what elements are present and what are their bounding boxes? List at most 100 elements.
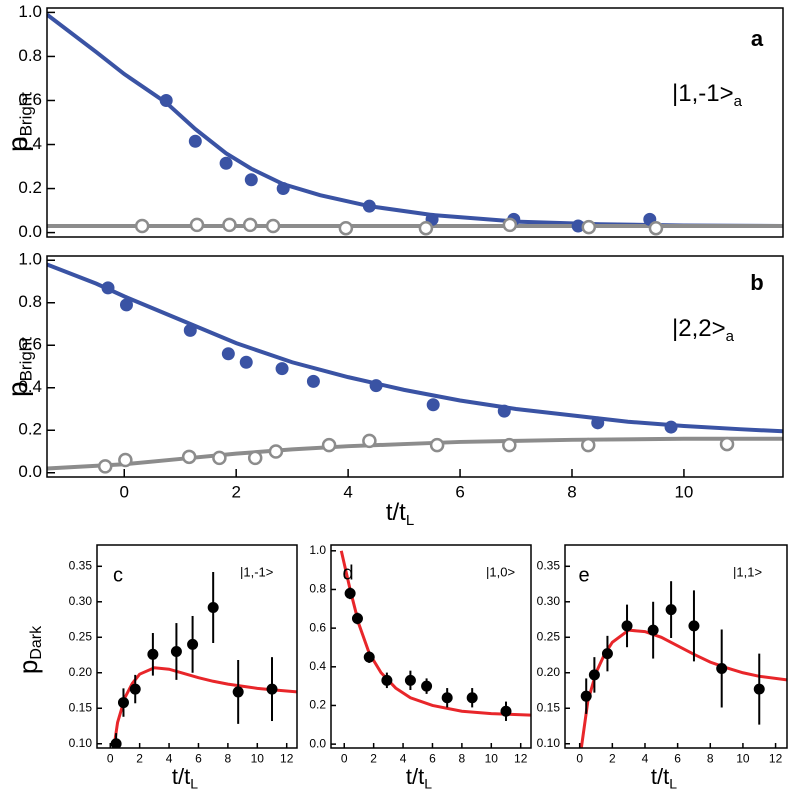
x-tick-label: 0 (107, 752, 114, 766)
y-tick-label: 0.10 (537, 736, 561, 750)
y-tick-label: 0.15 (537, 700, 561, 714)
y-tick-label: 0.8 (18, 46, 42, 65)
x-tick-label: 0 (120, 483, 129, 502)
data-point (242, 217, 258, 233)
data-point (232, 686, 244, 698)
plot-area (47, 13, 783, 236)
x-tick-label: 10 (485, 752, 499, 766)
y-tick-label: 0.20 (69, 665, 93, 679)
fit-line (112, 666, 297, 748)
x-tick-label: 2 (136, 752, 143, 766)
state-label: |1,-1> (240, 564, 273, 579)
y-tick-label: 0.2 (18, 420, 42, 439)
data-point (183, 323, 197, 337)
fit-line (339, 550, 531, 717)
data-point (268, 444, 284, 459)
y-tick-label: 0.0 (18, 462, 42, 481)
data-point (188, 134, 202, 148)
plot-frame (46, 255, 784, 478)
y-axis-label-sub: Bright (17, 337, 36, 382)
data-point (239, 355, 253, 369)
data-point (351, 612, 363, 624)
data-point (502, 437, 517, 453)
data-point (244, 173, 258, 187)
data-point (719, 436, 735, 452)
y-tick-label: 0.25 (537, 629, 561, 643)
data-point (266, 683, 278, 695)
data-point (466, 692, 478, 704)
x-tick-label: 4 (400, 752, 407, 766)
data-point (581, 219, 597, 235)
data-point (363, 651, 375, 663)
panel-letter: d (342, 562, 353, 584)
x-axis-label: t/tL (406, 764, 432, 791)
x-axis-label: t/tL (172, 764, 198, 791)
data-point (621, 620, 633, 632)
y-tick-label: 1.0 (18, 250, 42, 269)
data-point (418, 220, 434, 236)
data-point (429, 437, 445, 453)
data-point (219, 156, 233, 170)
x-axis-label: t/tL (386, 499, 414, 528)
y-axis-label-main: p (2, 381, 33, 397)
y-tick-label: 0.15 (69, 700, 93, 714)
data-point (189, 217, 205, 233)
plot-area (339, 550, 531, 721)
data-point (381, 674, 393, 686)
state-label: |1,-1>a (672, 80, 743, 109)
data-point (187, 638, 199, 650)
data-point (369, 379, 383, 393)
plot-frame (96, 544, 298, 749)
data-point (101, 281, 115, 295)
x-axis-label-sub: L (190, 775, 198, 791)
data-point (665, 604, 677, 616)
x-tick-label: 10 (251, 752, 265, 766)
fit-line (579, 628, 787, 748)
y-axis-label: pBright (2, 92, 36, 152)
data-point (338, 220, 354, 236)
data-point (588, 669, 600, 681)
y-tick-label: 1.0 (18, 2, 42, 21)
data-point (221, 347, 235, 361)
data-point (500, 705, 512, 717)
y-tick-label: 0.2 (18, 178, 42, 197)
y-axis-label-main: p (2, 136, 33, 152)
fit-line (47, 436, 783, 471)
data-point (118, 452, 133, 468)
data-point (222, 217, 237, 233)
x-tick-label: 8 (459, 752, 466, 766)
data-point (159, 93, 173, 107)
plot-area (47, 262, 783, 474)
state-label-sub: a (726, 328, 735, 345)
y-tick-label: 0.35 (69, 558, 93, 572)
x-axis-label-sub: L (424, 775, 432, 791)
plot-frame (46, 7, 784, 238)
state-label: |2,2>a (672, 315, 735, 344)
panel-letter: e (578, 564, 589, 586)
plot-frame (564, 544, 788, 749)
data-point (344, 587, 356, 599)
data-point (147, 648, 159, 660)
y-axis-label-sub: Dark (28, 625, 45, 660)
data-point (265, 218, 281, 234)
data-point (441, 692, 453, 704)
data-point (601, 648, 613, 660)
x-axis-label-sub: L (406, 512, 414, 529)
x-tick-label: 10 (736, 752, 750, 766)
data-point (117, 697, 129, 709)
data-point (212, 450, 227, 466)
state-label: |1,1> (733, 564, 762, 579)
y-axis-label-sub: Bright (17, 92, 36, 137)
plot-area (579, 581, 787, 748)
y-tick-label: 0.8 (309, 582, 326, 596)
data-point (97, 459, 113, 474)
data-point (580, 690, 592, 702)
data-point (753, 683, 765, 695)
data-point (362, 433, 377, 449)
x-tick-label: 8 (225, 752, 232, 766)
x-axis-label-sub: L (669, 775, 677, 791)
data-point (362, 199, 376, 213)
y-tick-label: 0.2 (309, 698, 326, 712)
